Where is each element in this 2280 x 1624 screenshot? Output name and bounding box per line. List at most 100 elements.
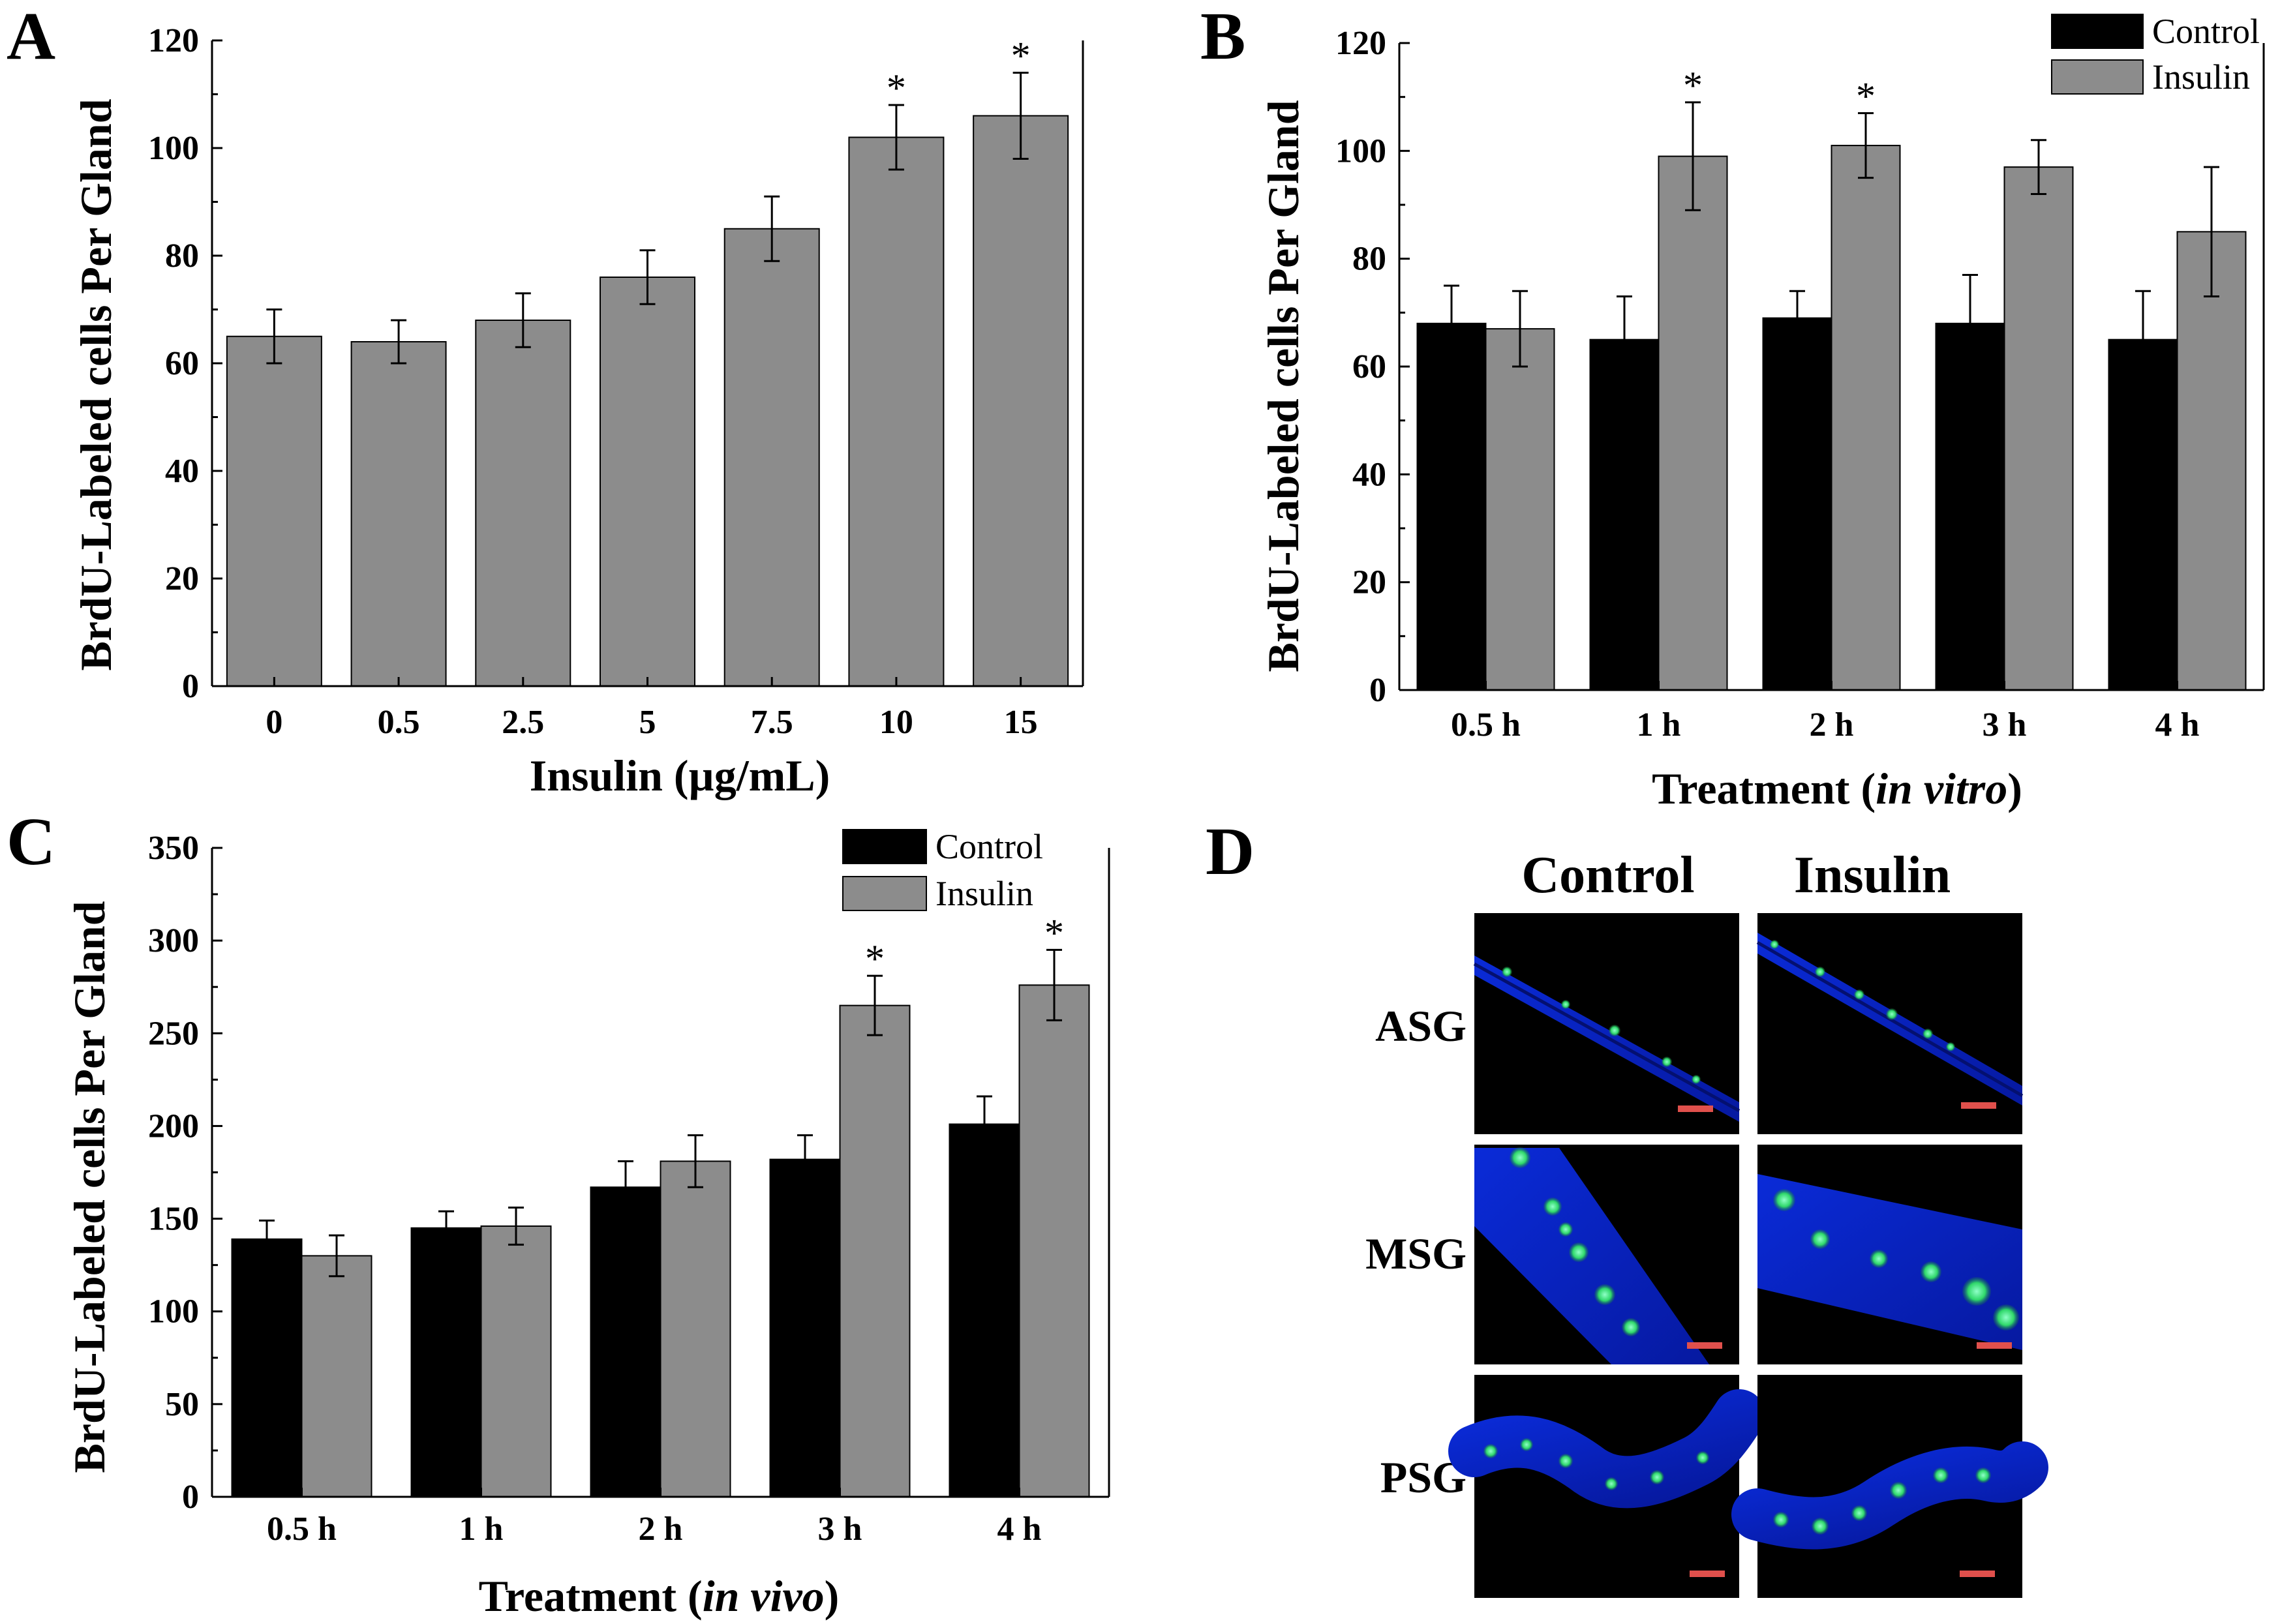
panel-b-error-bar-control-0: [1444, 284, 1459, 363]
panel-c-x-axis-title-italic: in vivo: [703, 1571, 825, 1621]
panel-c-error-bar-control-4: [977, 1095, 992, 1153]
panel-c-bar-control-3: [769, 1158, 841, 1497]
panel-b-y-tick-label-80: 80: [1352, 241, 1386, 278]
panel-c-bar-control-1: [410, 1227, 482, 1498]
panel-b-x-axis-title-italic: in vitro: [1876, 764, 2007, 813]
panel-a-bar-insulin-5: [848, 136, 945, 687]
panel-c-x-axis-title-start: Treatment (: [479, 1571, 703, 1621]
micrograph-msg-control-tissue: [1474, 1147, 1709, 1364]
micrograph-psg-control-scale-bar: [1690, 1571, 1725, 1577]
panel-b-bar-control-3: [1935, 322, 2005, 691]
panel-b-legend-swatch-insulin: [2051, 59, 2144, 95]
panel-c-y-tick-label-150: 150: [148, 1201, 199, 1238]
micrograph-asg-insulin-scale-bar: [1961, 1102, 1996, 1109]
panel-b-error-bar-insulin-1: [1685, 101, 1701, 211]
panel-b-legend-label-control: Control: [2152, 12, 2260, 51]
panel-c-significance-star-3: *: [865, 937, 885, 980]
panel-a-error-bar-insulin-6: [1012, 72, 1029, 160]
panel-b-error-bar-insulin-3: [2031, 139, 2046, 195]
panel-b-y-tick-label-100: 100: [1335, 132, 1386, 170]
panel-c-bar-insulin-0: [301, 1255, 372, 1498]
panel-c-error-bar-insulin-3: [867, 974, 883, 1036]
micrograph-msg-insulin: [1757, 1145, 2022, 1364]
micrograph-psg-control-tissue: [1448, 1389, 1765, 1509]
panel-c-significance-star-4: *: [1044, 911, 1064, 954]
panel-a-chart: A * * 0 20 40 60 80 100 120 0 0.5 2.5 5 7.5 10 15 Insu…: [7, 0, 1084, 800]
panel-a-error-bar-insulin-4: [764, 195, 780, 262]
micrograph-row-asg: ASG: [1375, 1001, 1467, 1051]
panel-c-y-tick-label-350: 350: [148, 830, 199, 867]
panel-c-y-tick-label-100: 100: [148, 1293, 199, 1331]
micrograph-msg-insulin-tissue: [1757, 1174, 2022, 1350]
panel-c-error-bar-insulin-4: [1046, 948, 1062, 1021]
panel-c-bar-insulin-2: [660, 1160, 731, 1497]
panel-b-chart: B * * 0 20 40 60 80 100 120 0.5 h 1 h 2 h 3 h 4 h Co…: [1200, 0, 2265, 813]
panel-a-error-bar-insulin-0: [266, 308, 282, 365]
panel-b-y-axis-title: BrdU-Labeled cells Per Gland: [1258, 100, 1308, 672]
panel-b-x-tick-label-4: 4 h: [2155, 706, 2200, 744]
panel-a-bar-insulin-2: [475, 320, 571, 687]
panel-a-x-tick-label-1: 0.5: [378, 704, 420, 741]
panel-b-legend-label-insulin: Insulin: [2152, 57, 2250, 97]
panel-b-x-tick-label-0: 0.5 h: [1451, 706, 1521, 744]
panel-b-y-tick-label-0: 0: [1369, 672, 1386, 709]
panel-c-x-axis-title: Treatment (in vivo): [479, 1571, 840, 1621]
micrograph-msg-insulin-scale-bar: [1977, 1342, 2012, 1349]
panel-a-error-bar-insulin-2: [515, 292, 531, 348]
panel-b-letter: B: [1200, 0, 1245, 74]
panel-a-y-axis-title: BrdU-Labeled cells Per Gland: [71, 98, 121, 670]
micrograph-column-insulin: Insulin: [1794, 847, 1951, 904]
panel-b-y-tick-label-120: 120: [1335, 25, 1386, 62]
panel-b-bar-control-0: [1416, 322, 1487, 691]
micrograph-psg-insulin: [1731, 1375, 2048, 1598]
micrograph-asg-control-tissue: [1473, 955, 1740, 1122]
panel-b-x-tick-label-2: 2 h: [1810, 706, 1854, 744]
panel-a-bar-insulin-0: [226, 335, 322, 687]
micrograph-asg-control-scale-bar: [1678, 1105, 1713, 1112]
panel-c-legend-label-insulin: Insulin: [935, 874, 1033, 913]
panel-d-micrographs: D Control Insulin ASG MSG PSG: [1206, 814, 2048, 1598]
panel-a-error-bar-insulin-1: [391, 319, 407, 365]
panel-c-y-tick-label-0: 0: [182, 1479, 199, 1516]
panel-c-bar-control-0: [231, 1238, 303, 1498]
micrograph-asg-insulin-tissue: [1756, 933, 2024, 1105]
panel-b-significance-star-1: *: [1683, 64, 1703, 107]
panel-c-bar-control-2: [590, 1186, 661, 1497]
panel-c-y-tick-label-250: 250: [148, 1015, 199, 1052]
panel-a-x-tick-label-5: 10: [879, 704, 913, 741]
micrograph-psg-insulin-tissue: [1731, 1441, 2048, 1550]
panel-b-bar-insulin-3: [2003, 166, 2074, 691]
micrograph-column-control: Control: [1521, 847, 1694, 904]
panel-b-x-tick-label-3: 3 h: [1983, 706, 2027, 744]
panel-b-bar-insulin-2: [1831, 145, 1901, 691]
panel-a-y-tick-label-40: 40: [165, 453, 199, 490]
panel-a-y-tick-label-60: 60: [165, 345, 199, 382]
panel-b-y-tick-label-60: 60: [1352, 348, 1386, 385]
micrograph-row-msg: MSG: [1365, 1229, 1467, 1278]
panel-a-x-tick-label-2: 2.5: [502, 704, 544, 741]
panel-c-chart: C * * 0 50 100 150 200 250 300 350 0.5 h 1 h 2 h 3 h…: [7, 804, 1110, 1621]
panel-c-error-bar-insulin-1: [508, 1207, 524, 1246]
panel-a-error-bar-insulin-5: [888, 104, 904, 171]
panel-d-letter: D: [1206, 814, 1254, 889]
micrograph-msg-control: [1474, 1145, 1739, 1364]
panel-c-error-bar-control-1: [438, 1210, 454, 1246]
panel-a-bar-insulin-4: [723, 228, 820, 687]
micrograph-psg-control: [1448, 1375, 1765, 1598]
panel-c-x-tick-label-2: 2 h: [639, 1511, 683, 1548]
panel-b-bar-control-2: [1762, 317, 1832, 691]
panel-c-bar-insulin-3: [839, 1004, 911, 1497]
panel-c-bar-insulin-1: [480, 1225, 552, 1497]
panel-a-error-bar-insulin-3: [639, 249, 656, 305]
panel-a-y-tick-label-20: 20: [165, 560, 199, 597]
panel-b-x-axis-title-start: Treatment (: [1652, 764, 1876, 813]
panel-c-legend-swatch-insulin: [842, 876, 927, 911]
panel-b-bar-control-4: [2108, 338, 2178, 691]
micrograph-asg-control-background: [1474, 913, 1739, 1134]
micrograph-asg-insulin: [1756, 913, 2024, 1134]
panel-b-error-bar-control-3: [1962, 273, 1978, 373]
panel-b-x-axis-title-end: ): [2007, 764, 2022, 813]
panel-c-x-tick-label-0: 0.5 h: [267, 1511, 337, 1548]
panel-a-bar-insulin-1: [350, 341, 447, 687]
micrograph-asg-control: [1473, 913, 1740, 1134]
